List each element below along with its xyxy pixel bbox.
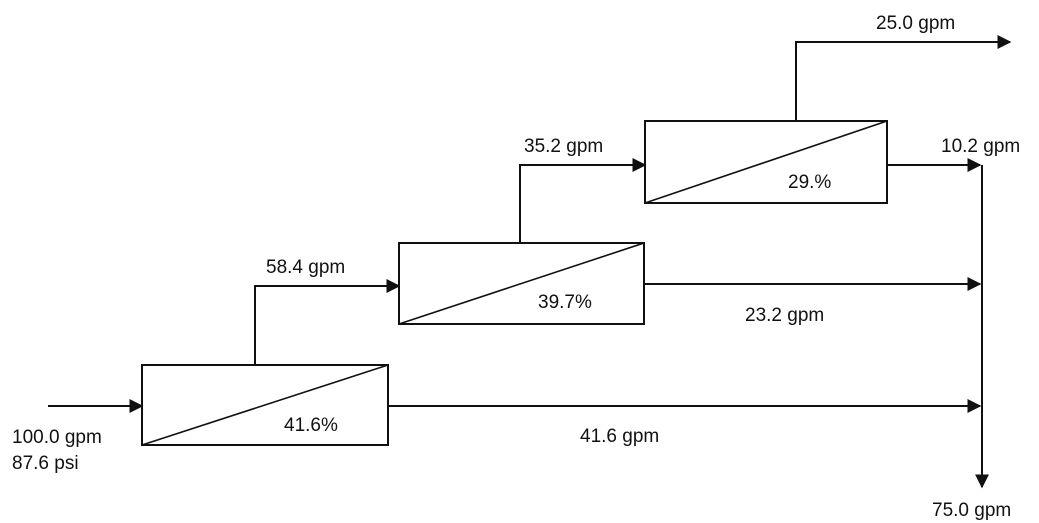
stage-3-permeate-label: 10.2 gpm [941,136,1020,157]
stage-2-recovery-label: 39.7% [538,292,592,313]
stage-1-concentrate-line [254,279,401,365]
stage-1-recovery-label: 41.6% [284,415,338,436]
stage-1-membrane-diagonal [141,364,389,446]
stage-2-permeate-label: 23.2 gpm [745,305,824,326]
stage-3-concentrate-line [795,35,1012,121]
feed-flow-label: 100.0 gpm [12,427,102,448]
feed-pressure-label: 87.6 psi [12,453,79,474]
total-permeate-label: 75.0 gpm [932,500,1011,521]
stage-2-concentrate-line [519,158,647,243]
stage-1-permeate-label: 41.6 gpm [580,426,659,447]
stage-2-concentrate-label: 35.2 gpm [524,136,603,157]
stage-1-concentrate-label: 58.4 gpm [266,257,345,278]
stage-3-recovery-label: 29.% [788,172,831,193]
stage-2-membrane-diagonal [398,242,645,325]
stage-3-membrane-diagonal [644,120,888,204]
stage-3-concentrate-label: 25.0 gpm [876,13,955,34]
